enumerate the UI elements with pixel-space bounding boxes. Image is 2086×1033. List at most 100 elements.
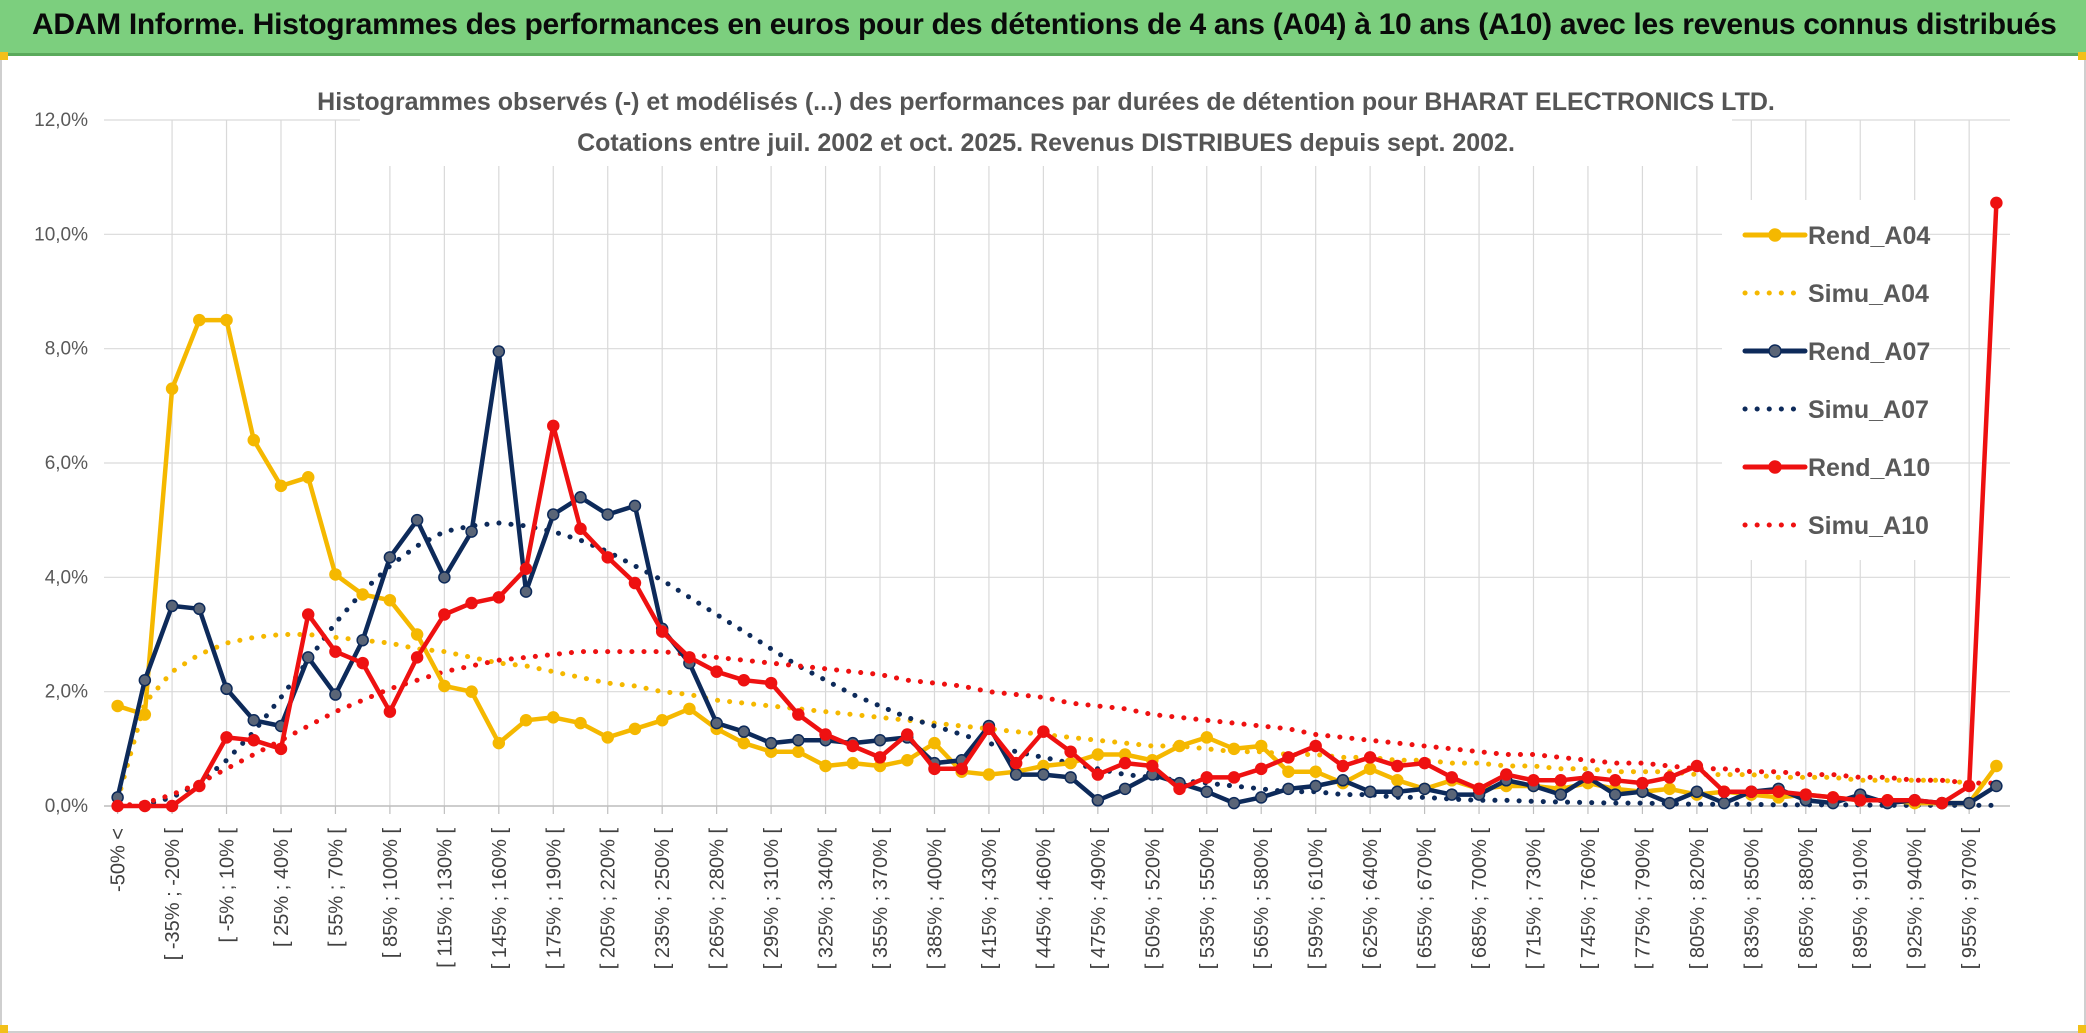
data-point-Rend_A04 bbox=[601, 731, 614, 744]
legend: Rend_A04 Simu_A04 Rend_A07 Simu_A07 Rend_A10… bbox=[1722, 200, 1930, 560]
data-point-Rend_A10 bbox=[1772, 785, 1785, 798]
data-point-Rend_A07 bbox=[165, 599, 179, 613]
data-point-Rend_A07 bbox=[574, 491, 587, 504]
x-tick-label: [ 805% ; 820% [ bbox=[1687, 828, 1709, 970]
legend-item: Rend_A10 bbox=[1742, 454, 1930, 482]
data-point-Rend_A10 bbox=[683, 651, 696, 664]
data-point-Rend_A07 bbox=[138, 673, 152, 687]
legend-label: Rend_A10 bbox=[1808, 454, 1930, 482]
data-point-Rend_A07 bbox=[1363, 785, 1377, 798]
x-tick-label: [ 865% ; 880% [ bbox=[1796, 828, 1818, 970]
data-point-Rend_A04 bbox=[628, 722, 642, 736]
data-point-Rend_A04 bbox=[492, 736, 506, 750]
data-point-Rend_A10 bbox=[1037, 725, 1050, 738]
x-tick-label: [ 25% ; 40% [ bbox=[271, 828, 293, 947]
x-tick-label: [ 955% ; 970% [ bbox=[1959, 828, 1981, 970]
data-point-Rend_A10 bbox=[764, 676, 778, 690]
y-tick-label: 2,0% bbox=[45, 682, 88, 703]
data-point-Rend_A04 bbox=[683, 702, 696, 716]
x-tick-label: [ 835% ; 850% [ bbox=[1741, 828, 1763, 970]
series-line-Rend_A10 bbox=[115, 200, 1999, 809]
data-point-Rend_A10 bbox=[220, 731, 233, 744]
data-point-Rend_A04 bbox=[1227, 742, 1241, 756]
data-point-Rend_A07 bbox=[1009, 768, 1023, 781]
data-point-Rend_A10 bbox=[410, 651, 424, 664]
data-point-Rend_A04 bbox=[1282, 765, 1295, 778]
data-point-Rend_A07 bbox=[710, 716, 723, 730]
x-tick-label: [ -5% ; 10% [ bbox=[217, 828, 239, 943]
x-tick-label: [ 775% ; 790% [ bbox=[1632, 828, 1654, 970]
x-tick-label: [ 355% ; 370% [ bbox=[870, 828, 892, 970]
data-point-Rend_A04 bbox=[547, 711, 560, 724]
data-point-Rend_A07 bbox=[1445, 788, 1459, 801]
x-tick-label: [ 295% ; 310% [ bbox=[761, 828, 783, 970]
data-point-Rend_A07 bbox=[1037, 768, 1050, 781]
x-tick-label: [ 535% ; 550% [ bbox=[1197, 828, 1219, 970]
data-point-Rend_A10 bbox=[1853, 794, 1867, 807]
data-point-Rend_A10 bbox=[547, 419, 560, 433]
data-point-Rend_A10 bbox=[1745, 785, 1758, 798]
data-point-Rend_A10 bbox=[1363, 751, 1377, 764]
x-tick-label: [ 415% ; 430% [ bbox=[979, 828, 1001, 970]
legend-label: Simu_A04 bbox=[1808, 280, 1929, 308]
data-point-Rend_A10 bbox=[1418, 756, 1431, 770]
data-point-Rend_A10 bbox=[1254, 762, 1268, 776]
data-point-Rend_A04 bbox=[819, 759, 832, 773]
data-point-Rend_A07 bbox=[519, 585, 533, 598]
data-point-Rend_A10 bbox=[1500, 768, 1513, 781]
data-point-Rend_A10 bbox=[1581, 771, 1595, 784]
data-point-Rend_A10 bbox=[1608, 774, 1622, 787]
legend-label: Rend_A04 bbox=[1808, 222, 1930, 250]
data-point-Rend_A07 bbox=[1091, 794, 1105, 807]
x-tick-label: [ 175% ; 190% [ bbox=[543, 828, 565, 970]
data-point-Rend_A10 bbox=[1309, 739, 1322, 753]
data-point-Rend_A10 bbox=[138, 799, 152, 813]
data-point-Rend_A04 bbox=[220, 313, 233, 327]
data-point-Rend_A10 bbox=[737, 673, 751, 687]
corner-mark bbox=[2078, 1025, 2086, 1033]
legend-item: Rend_A04 bbox=[1742, 222, 1930, 250]
data-point-Rend_A10 bbox=[982, 722, 996, 736]
data-point-Rend_A10 bbox=[1826, 791, 1840, 804]
chart-title-block: Histogrammes observés (-) et modélisés (… bbox=[317, 78, 1775, 166]
data-point-Rend_A07 bbox=[1064, 771, 1077, 784]
data-point-Rend_A04 bbox=[792, 745, 805, 758]
data-point-Rend_A10 bbox=[1064, 745, 1077, 758]
data-point-Rend_A07 bbox=[1391, 785, 1404, 798]
data-point-Rend_A10 bbox=[574, 522, 587, 535]
data-point-Rend_A07 bbox=[383, 551, 397, 564]
data-point-Rend_A04 bbox=[519, 714, 533, 727]
x-tick-label: [ 625% ; 640% [ bbox=[1360, 828, 1382, 970]
data-point-Rend_A07 bbox=[356, 633, 369, 647]
data-point-Rend_A07 bbox=[301, 651, 315, 664]
corner-mark bbox=[0, 52, 8, 60]
data-point-Rend_A10 bbox=[1391, 759, 1404, 773]
series-line-Rend_A07 bbox=[115, 349, 1999, 806]
data-point-Rend_A07 bbox=[410, 513, 424, 527]
data-point-Rend_A10 bbox=[274, 742, 288, 756]
data-point-Rend_A10 bbox=[1118, 756, 1132, 770]
data-point-Rend_A04 bbox=[1200, 731, 1214, 744]
y-tick-label: 12,0% bbox=[34, 110, 88, 131]
data-point-Rend_A10 bbox=[1472, 782, 1486, 796]
banner: ADAM Informe. Histogrammes des performan… bbox=[0, 0, 2086, 56]
data-point-Rend_A10 bbox=[193, 779, 206, 793]
data-point-Rend_A04 bbox=[982, 768, 996, 781]
data-point-Rend_A07 bbox=[1717, 796, 1731, 810]
data-point-Rend_A07 bbox=[1990, 779, 2003, 793]
x-tick-label: [ 595% ; 610% [ bbox=[1306, 828, 1328, 970]
data-point-Rend_A10 bbox=[1091, 768, 1105, 781]
data-point-Rend_A04 bbox=[1663, 782, 1676, 796]
x-tick-label: -50% < bbox=[108, 828, 130, 892]
x-tick-label: [ 715% ; 730% [ bbox=[1524, 828, 1546, 970]
data-point-Rend_A10 bbox=[873, 751, 887, 764]
data-point-Rend_A07 bbox=[1418, 782, 1431, 796]
data-point-Rend_A10 bbox=[1935, 796, 1949, 810]
data-point-Rend_A10 bbox=[928, 762, 941, 776]
x-tick-label: [ 85% ; 100% [ bbox=[380, 828, 402, 959]
legend-marker bbox=[1768, 228, 1782, 242]
legend-item: Rend_A07 bbox=[1742, 338, 1930, 366]
data-point-Rend_A04 bbox=[1309, 765, 1322, 778]
data-point-Rend_A10 bbox=[1636, 776, 1649, 790]
